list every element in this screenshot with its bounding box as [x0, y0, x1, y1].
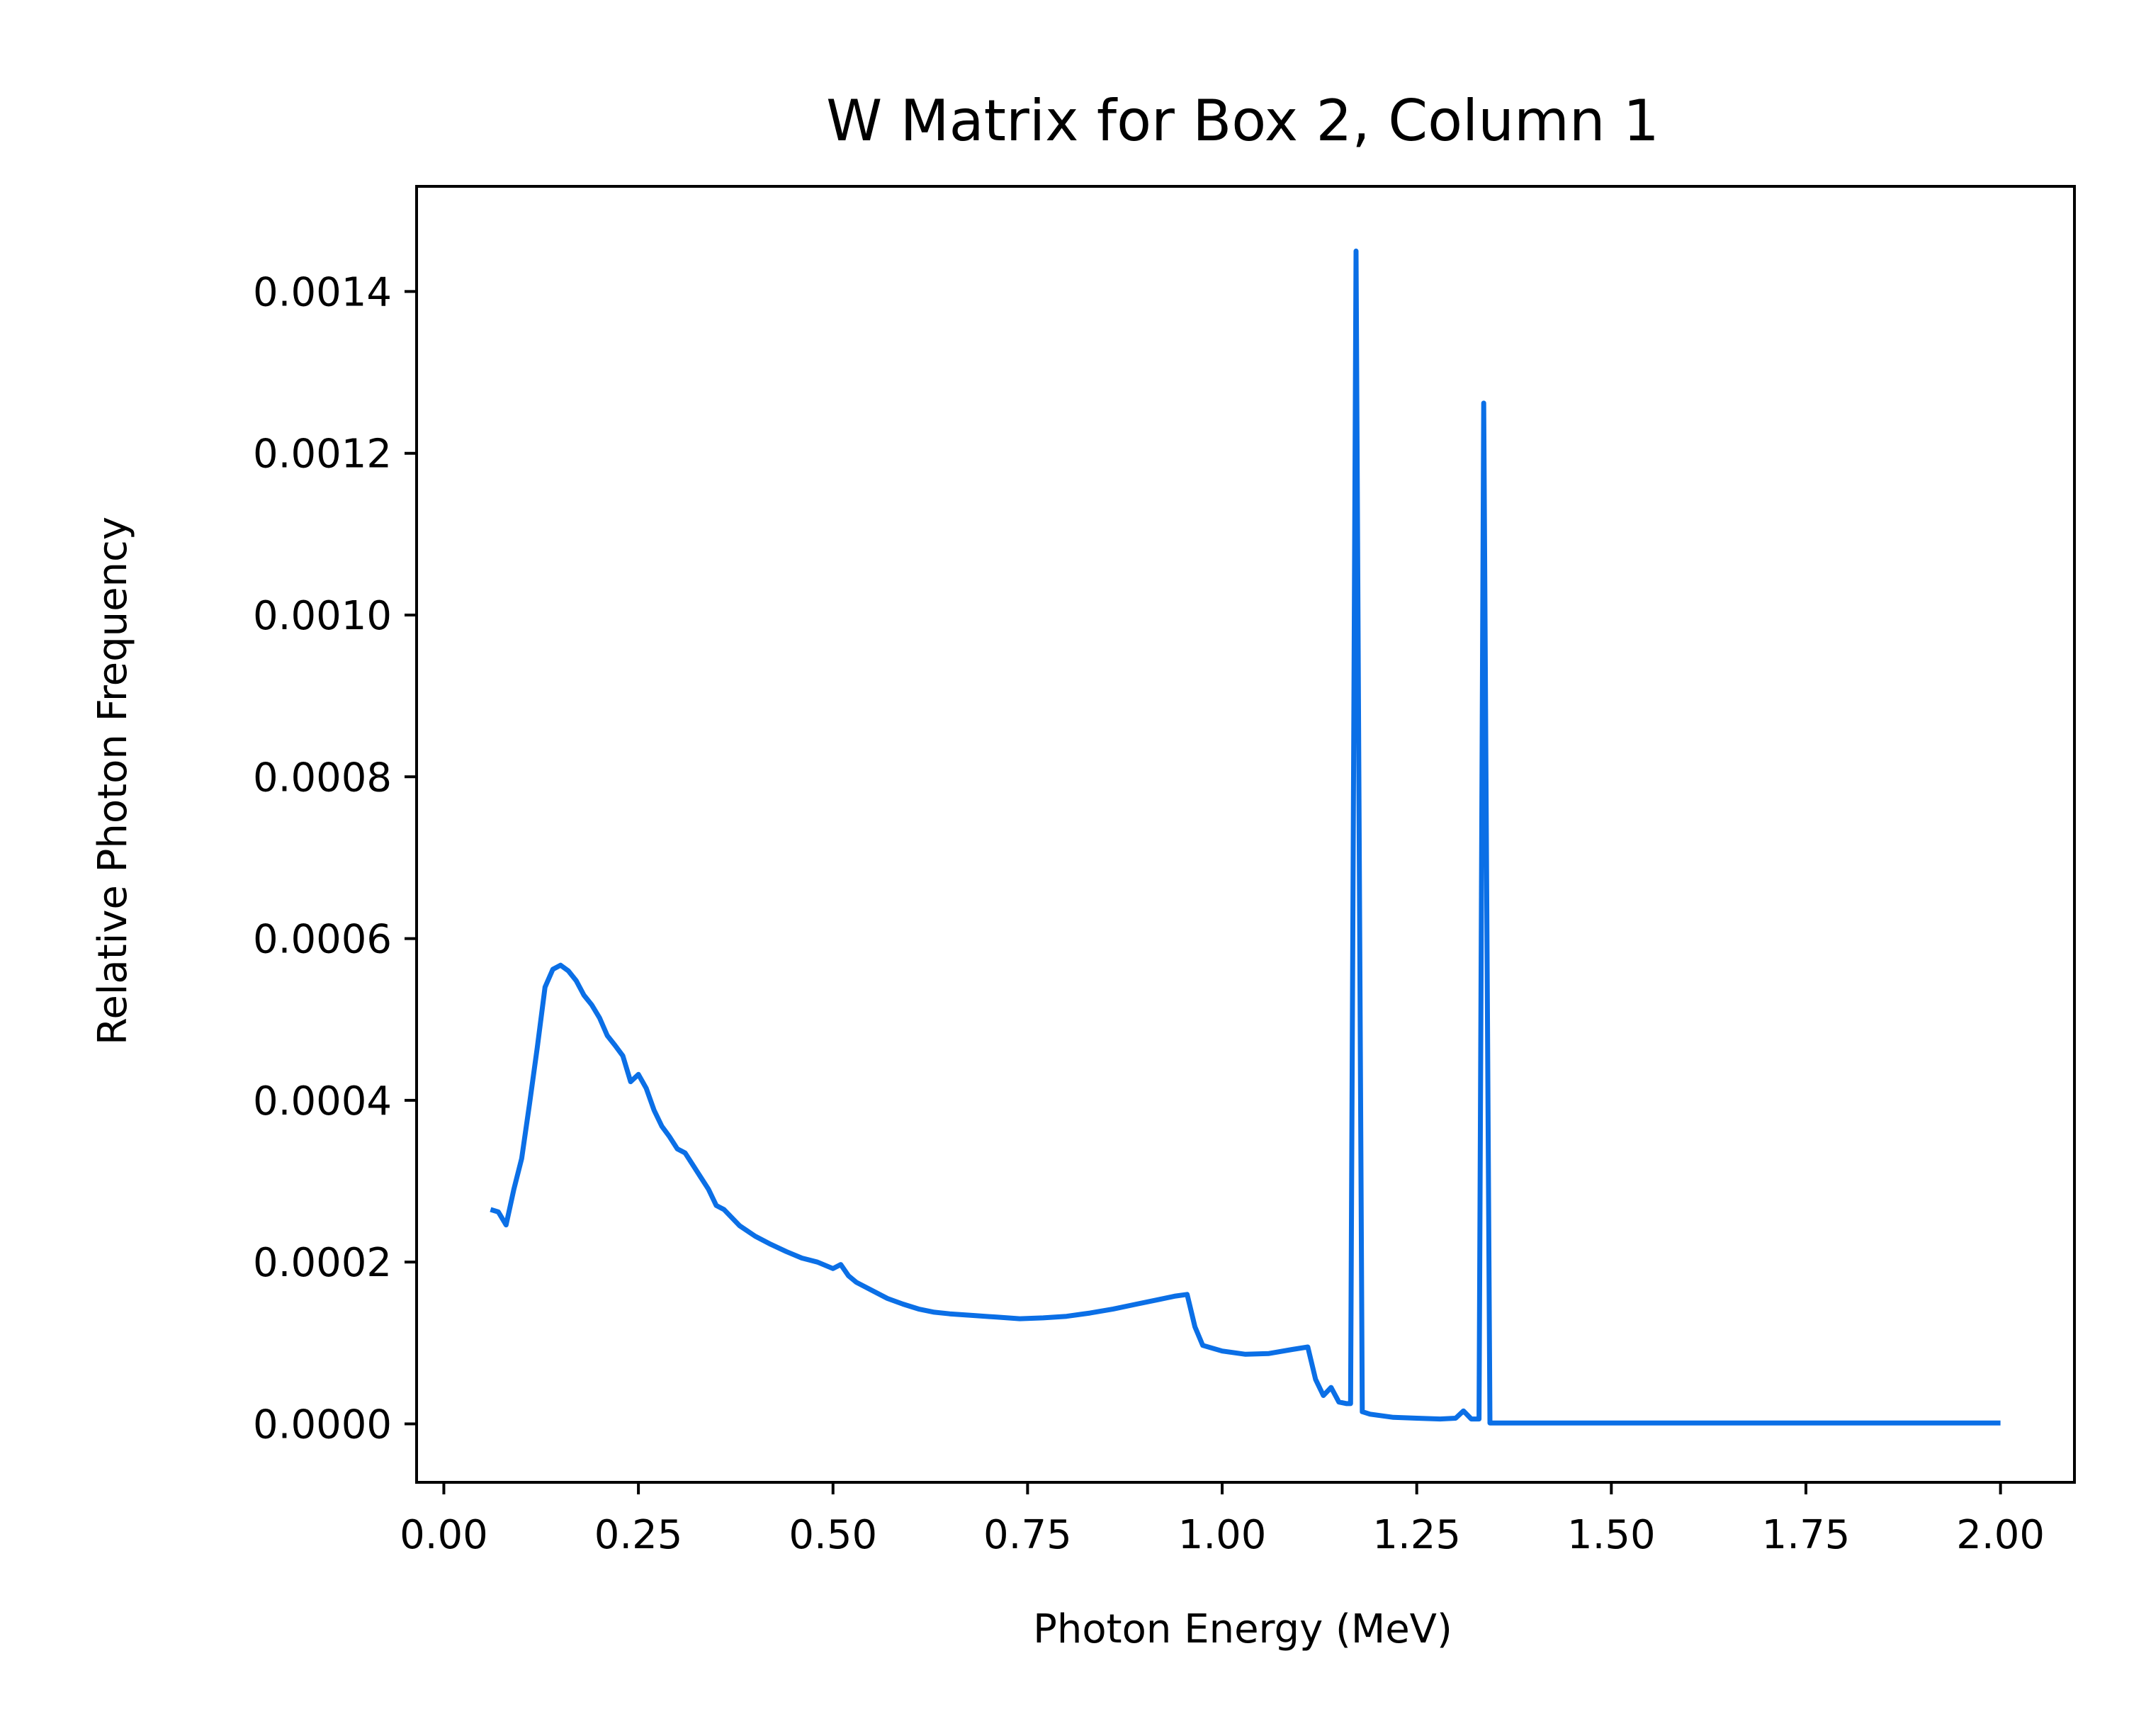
y-tick-label: 0.0010: [253, 593, 392, 639]
y-tick-label: 0.0000: [253, 1402, 392, 1448]
y-axis-ticks: 0.0000 0.0002 0.0004 0.0006 0.0008 0.0010 0.00…: [253, 269, 417, 1448]
x-tick-label: 1.75: [1762, 1512, 1851, 1558]
y-tick-label: 0.0004: [253, 1078, 392, 1125]
x-tick-label: 0.75: [983, 1512, 1072, 1558]
y-tick-label: 0.0012: [253, 432, 392, 478]
y-tick-label: 0.0002: [253, 1240, 392, 1286]
x-tick-label: 2.00: [1956, 1512, 2045, 1558]
x-tick-label: 1.25: [1372, 1512, 1461, 1558]
y-axis-label: Relative Photon Frequency: [90, 517, 136, 1045]
chart-title: W Matrix for Box 2, Column 1: [826, 88, 1659, 154]
series-line: [490, 248, 2001, 1426]
y-tick-label: 0.0006: [253, 917, 392, 963]
x-tick-label: 0.50: [789, 1512, 877, 1558]
x-tick-label: 1.00: [1178, 1512, 1267, 1558]
x-axis-label: Photon Energy (MeV): [1033, 1606, 1452, 1652]
x-axis-ticks: 0.00 0.25 0.50 0.75 1.00 1.25 1.50 1.75 2.00: [400, 1482, 2045, 1558]
x-tick-label: 0.25: [594, 1512, 683, 1558]
axes-frame: [415, 185, 2076, 1484]
x-tick-label: 0.00: [400, 1512, 488, 1558]
plot-area: [415, 185, 2076, 1484]
y-tick-label: 0.0008: [253, 755, 392, 801]
x-tick-label: 1.50: [1567, 1512, 1656, 1558]
y-tick-label: 0.0014: [253, 269, 392, 315]
